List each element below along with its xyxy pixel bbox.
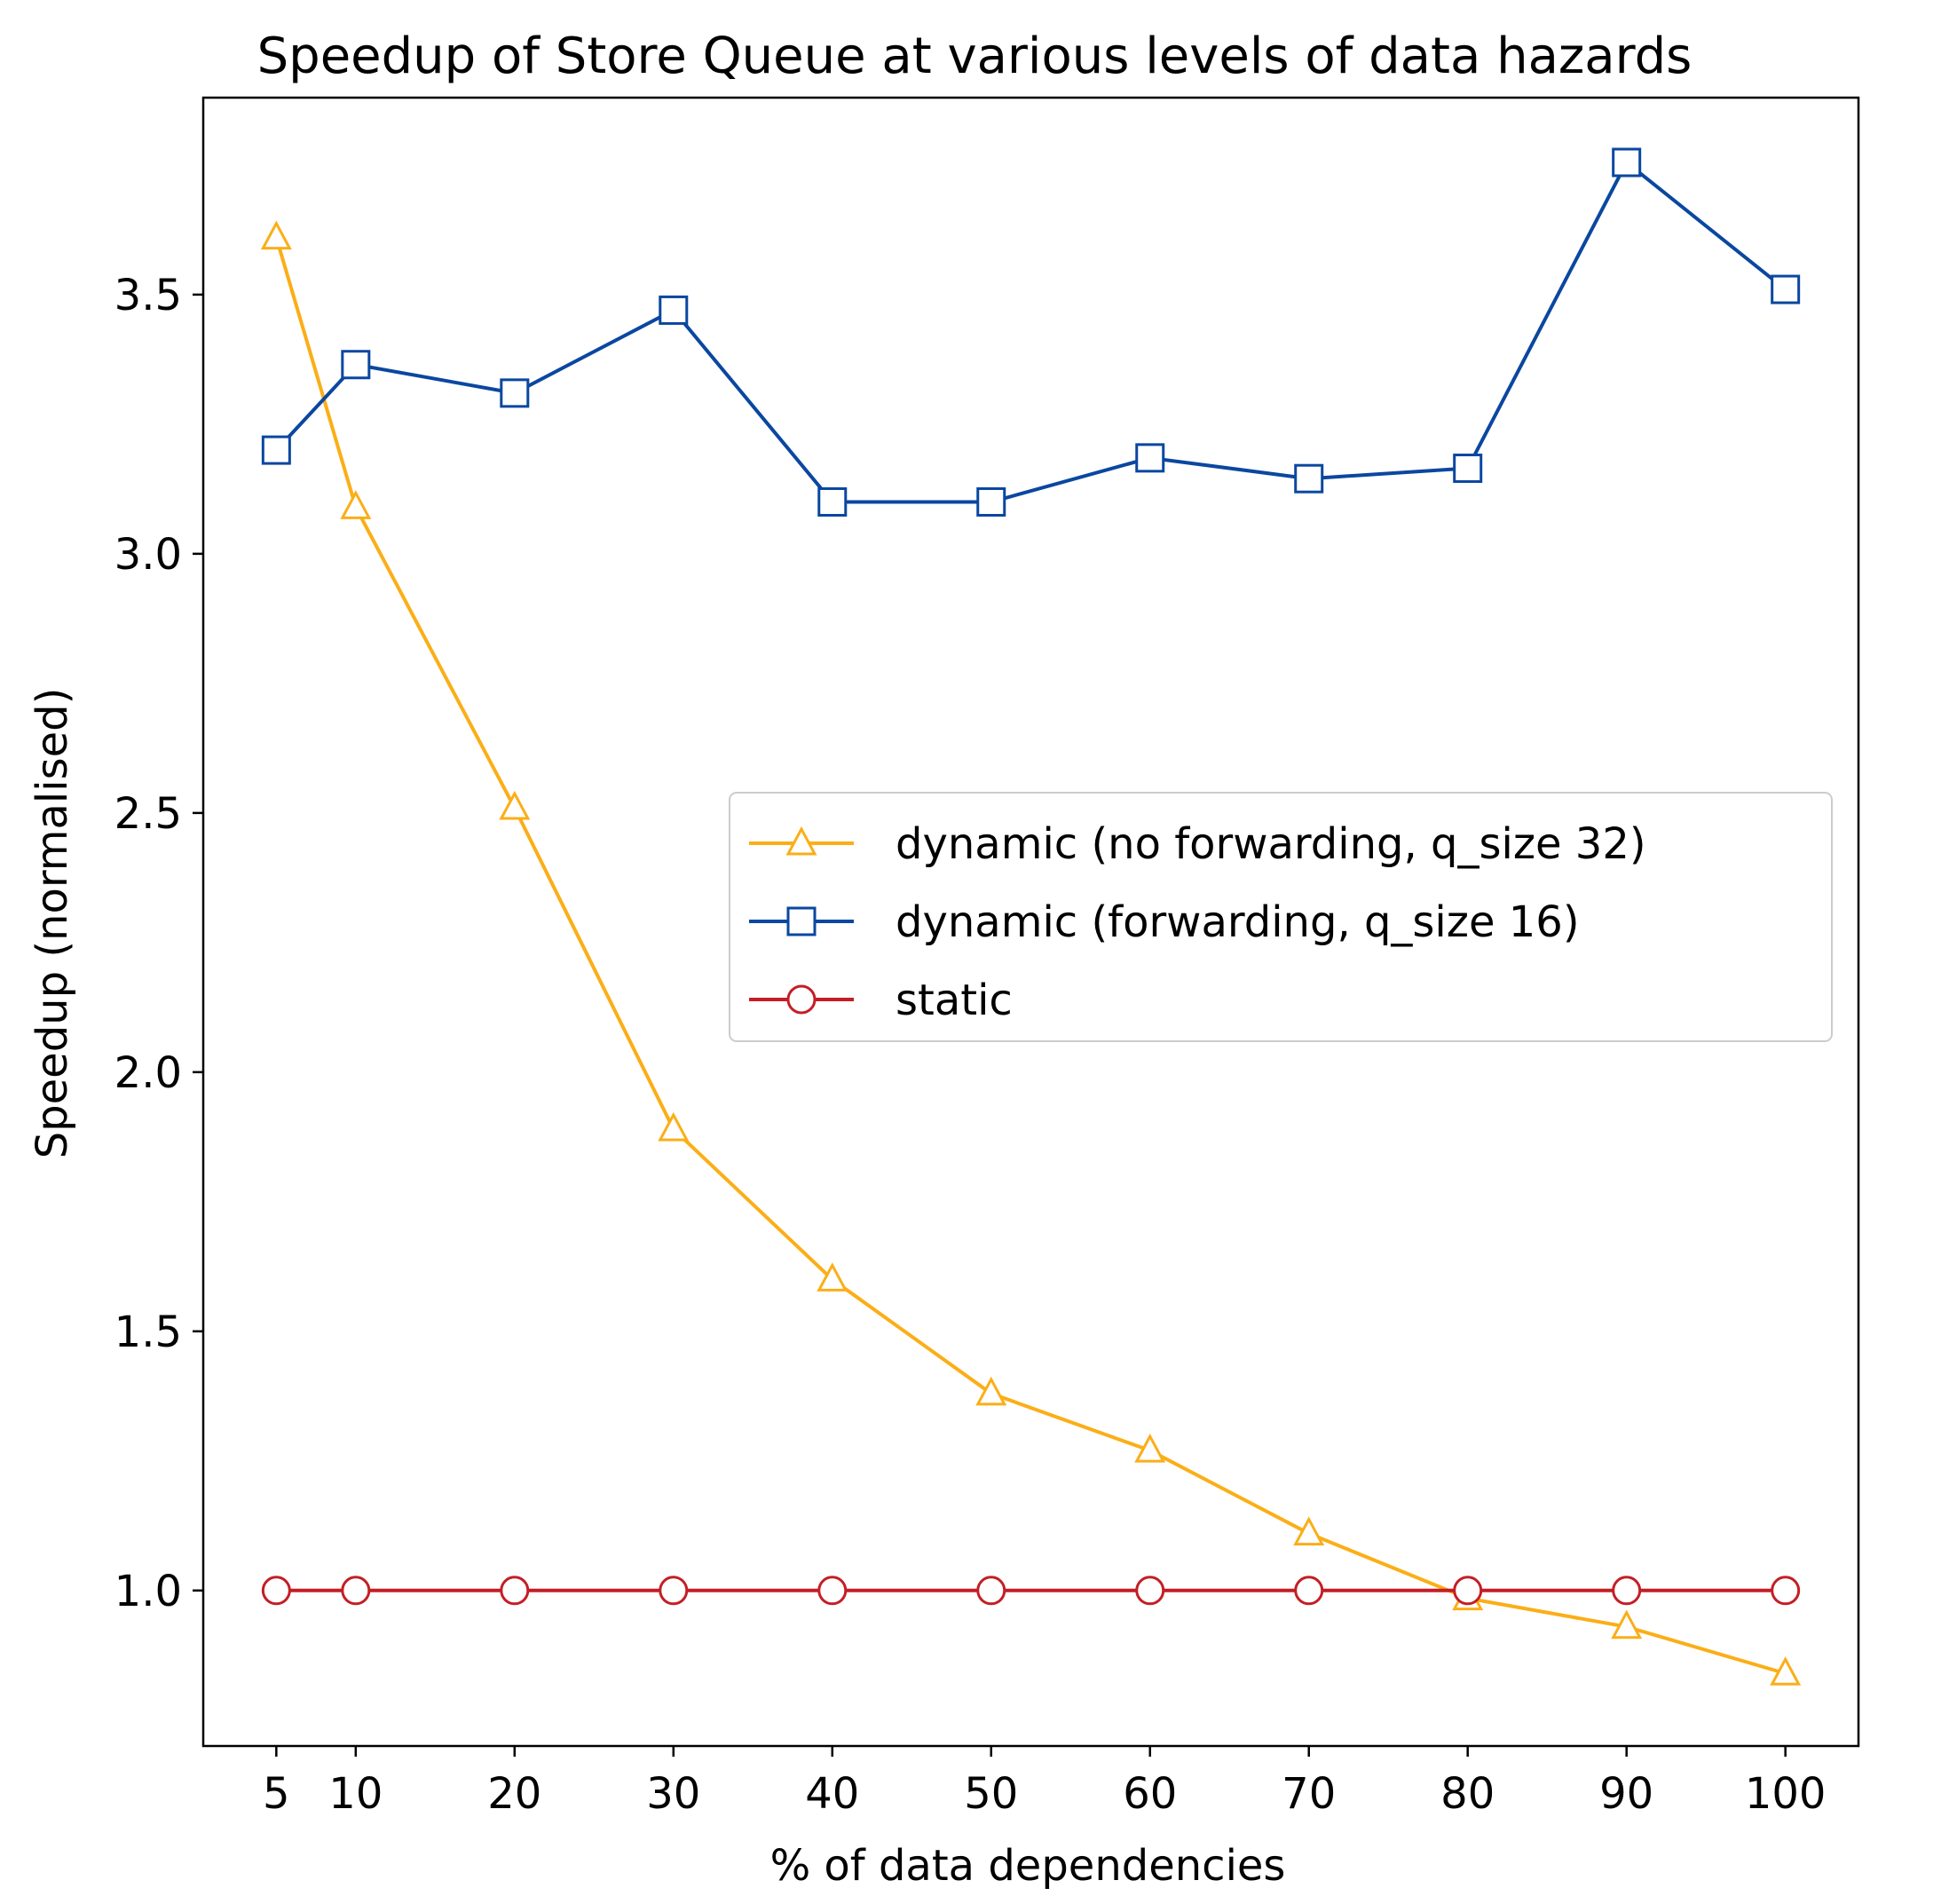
data-point	[499, 790, 531, 820]
data-point	[1611, 1609, 1643, 1639]
x-tick-label: 30	[646, 1769, 700, 1819]
data-point	[1770, 1656, 1802, 1686]
data-point	[500, 378, 530, 408]
y-axis-label: Speedup (normalised)	[28, 688, 77, 1159]
x-tick-label: 60	[1123, 1769, 1177, 1819]
legend-label: dynamic (no forwarding, q_size 32)	[896, 819, 1646, 869]
legend-item: static	[749, 976, 1013, 1025]
data-point	[1771, 1576, 1801, 1606]
data-point	[976, 486, 1006, 517]
legend-marker	[785, 826, 817, 856]
data-point	[1612, 147, 1642, 178]
legend-item: dynamic (no forwarding, q_size 32)	[749, 819, 1646, 869]
x-tick-label: 70	[1282, 1769, 1336, 1819]
data-point	[1134, 1433, 1166, 1463]
data-point	[341, 1576, 371, 1606]
series-line	[274, 159, 1787, 504]
legend-item: dynamic (forwarding, q_size 16)	[749, 897, 1580, 947]
data-point	[976, 1576, 1006, 1606]
data-point	[658, 1111, 690, 1142]
x-tick-label: 5	[263, 1769, 290, 1819]
legend-label: dynamic (forwarding, q_size 16)	[896, 897, 1580, 947]
data-point	[1135, 443, 1165, 473]
data-point	[500, 1576, 530, 1606]
data-point	[975, 1376, 1007, 1406]
plot-frame	[201, 96, 1860, 1748]
x-tick-label: 100	[1745, 1769, 1827, 1819]
data-point	[817, 1576, 848, 1606]
legend-label: static	[896, 976, 1013, 1025]
y-tick-label: 2.0	[114, 1048, 182, 1098]
data-point	[261, 435, 291, 465]
legend-marker	[786, 984, 817, 1015]
legend-box	[729, 792, 1833, 1042]
data-point	[1293, 1516, 1325, 1546]
data-point	[260, 220, 292, 250]
data-point	[1453, 1576, 1483, 1606]
y-tick-label: 3.0	[114, 530, 182, 580]
data-point	[1294, 1576, 1324, 1606]
y-axis: 1.0 1.5 2.0 2.5 3.0 3.5	[114, 271, 203, 1616]
data-point	[341, 350, 371, 380]
plot-area	[260, 147, 1802, 1686]
x-tick-label: 50	[964, 1769, 1018, 1819]
chart-title: Speedup of Store Queue at various levels…	[257, 28, 1693, 85]
x-tick-label: 80	[1440, 1769, 1495, 1819]
data-point	[659, 1576, 689, 1606]
x-axis: 5 10 20 30 40 50 60 70 80 90 100	[263, 1746, 1826, 1819]
x-tick-label: 40	[805, 1769, 859, 1819]
x-axis-label: % of data dependencies	[770, 1841, 1286, 1891]
data-point	[1453, 454, 1483, 484]
x-tick-label: 20	[487, 1769, 541, 1819]
data-point	[261, 1576, 291, 1606]
data-point	[659, 295, 689, 325]
data-point	[817, 486, 848, 517]
y-tick-label: 1.5	[114, 1308, 182, 1357]
data-point	[1771, 274, 1801, 304]
data-point	[340, 490, 372, 519]
series-2	[261, 1576, 1801, 1606]
series-1	[261, 147, 1801, 517]
data-point	[817, 1262, 848, 1292]
y-tick-label: 1.0	[114, 1567, 182, 1616]
data-point	[1294, 463, 1324, 494]
data-point	[1135, 1576, 1165, 1606]
legend: dynamic (no forwarding, q_size 32) dynami…	[729, 792, 1833, 1042]
x-tick-label: 10	[328, 1769, 383, 1819]
data-point	[1612, 1576, 1642, 1606]
y-tick-label: 3.5	[114, 271, 182, 320]
x-tick-label: 90	[1599, 1769, 1653, 1819]
y-tick-label: 2.5	[114, 789, 182, 839]
legend-marker	[786, 906, 817, 936]
